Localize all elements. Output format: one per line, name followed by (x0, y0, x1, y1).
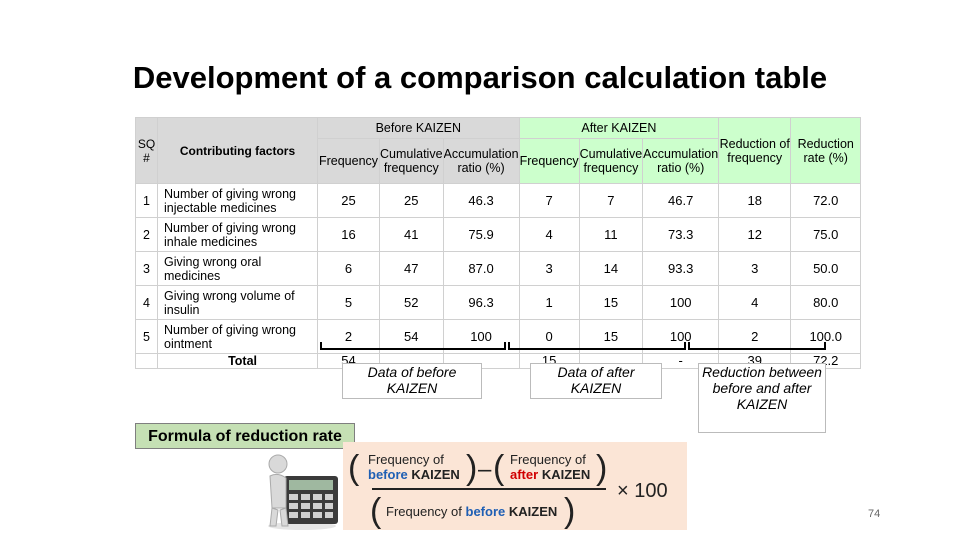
table-row: 5 Number of giving wrong ointment 2 54 1… (135, 319, 862, 354)
header-reduction-frequency: Reduction of frequency (718, 117, 792, 184)
minus-sign: – (478, 456, 492, 483)
row-accumulation-after: 100 (642, 285, 720, 320)
before-bracket (320, 342, 506, 350)
header-after-kaizen: After KAIZEN (518, 117, 720, 139)
close-paren: ) (466, 449, 478, 487)
row-reduction-frequency: 18 (718, 183, 792, 218)
comparison-table: SQ # Contributing factors Before KAIZEN … (135, 117, 862, 369)
row-cumulative-before: 41 (379, 217, 444, 252)
row-accumulation-before: 87.0 (442, 251, 520, 286)
header-sq: SQ # (135, 117, 158, 184)
row-frequency-after: 3 (518, 251, 580, 286)
row-cumulative-before: 25 (379, 183, 444, 218)
total-label: Total (157, 353, 318, 369)
page-title: Development of a comparison calculation … (132, 60, 828, 95)
callout-reduction: Reduction between before and after KAIZE… (698, 363, 826, 433)
row-frequency-before: 16 (317, 217, 380, 252)
row-factor: Number of giving wrong inhale medicines (157, 217, 318, 252)
multiplier: × 100 (617, 480, 668, 502)
table-row: 1 Number of giving wrong injectable medi… (135, 183, 862, 218)
row-reduction-frequency: 12 (718, 217, 792, 252)
row-sq: 4 (135, 285, 158, 320)
row-cumulative-before: 47 (379, 251, 444, 286)
callout-before-kaizen: Data of before KAIZEN (342, 363, 482, 399)
row-cumulative-after: 14 (578, 251, 644, 286)
row-frequency-after: 7 (518, 183, 580, 218)
row-sq: 5 (135, 319, 158, 354)
numerator-after: Frequency of after KAIZEN (510, 452, 591, 482)
table-row: 4 Giving wrong volume of insulin 5 52 96… (135, 285, 862, 320)
header-cumulative-before: Cumulative frequency (379, 138, 444, 184)
row-factor: Number of giving wrong ointment (157, 319, 318, 354)
row-factor: Number of giving wrong injectable medici… (157, 183, 318, 218)
row-accumulation-before: 46.3 (442, 183, 520, 218)
calculator-figure-icon (268, 454, 338, 530)
header-reduction-rate: Reduction rate (%) (790, 117, 862, 184)
close-paren: ) (564, 492, 576, 530)
numerator-before: Frequency of before KAIZEN (368, 452, 460, 482)
row-accumulation-before: 96.3 (442, 285, 520, 320)
open-paren: ( (348, 449, 360, 487)
row-accumulation-after: 73.3 (642, 217, 720, 252)
header-accumulation-after: Accumulation ratio (%) (642, 138, 720, 184)
callout-after-kaizen: Data of after KAIZEN (530, 363, 662, 399)
header-accumulation-before: Accumulation ratio (%) (442, 138, 520, 184)
table-row: 3 Giving wrong oral medicines 6 47 87.0 … (135, 251, 862, 286)
row-cumulative-before: 52 (379, 285, 444, 320)
row-accumulation-after: 93.3 (642, 251, 720, 286)
formula-box (343, 442, 687, 530)
row-reduction-rate: 75.0 (790, 217, 862, 252)
close-paren: ) (596, 449, 608, 487)
fraction-line (372, 488, 606, 490)
row-frequency-before: 6 (317, 251, 380, 286)
header-cumulative-after: Cumulative frequency (578, 138, 644, 184)
header-frequency-after: Frequency (518, 138, 580, 184)
row-frequency-after: 4 (518, 217, 580, 252)
row-accumulation-after: 46.7 (642, 183, 720, 218)
row-frequency-after: 1 (518, 285, 580, 320)
open-paren: ( (370, 492, 382, 530)
row-reduction-rate: 80.0 (790, 285, 862, 320)
row-sq: 3 (135, 251, 158, 286)
row-reduction-rate: 72.0 (790, 183, 862, 218)
page-number: 74 (868, 508, 881, 520)
header-frequency-before: Frequency (317, 138, 380, 184)
row-sq: 2 (135, 217, 158, 252)
row-reduction-frequency: 3 (718, 251, 792, 286)
row-frequency-before: 5 (317, 285, 380, 320)
row-reduction-rate: 50.0 (790, 251, 862, 286)
after-bracket (508, 342, 686, 350)
row-accumulation-before: 75.9 (442, 217, 520, 252)
row-reduction-frequency: 4 (718, 285, 792, 320)
header-before-kaizen: Before KAIZEN (317, 117, 520, 139)
row-cumulative-after: 11 (578, 217, 644, 252)
row-cumulative-after: 15 (578, 285, 644, 320)
open-paren: ( (493, 449, 505, 487)
row-factor: Giving wrong volume of insulin (157, 285, 318, 320)
row-sq: 1 (135, 183, 158, 218)
row-factor: Giving wrong oral medicines (157, 251, 318, 286)
formula-label: Formula of reduction rate (135, 423, 355, 449)
header-contributing-factors: Contributing factors (157, 117, 318, 184)
reduction-bracket (688, 342, 826, 350)
row-cumulative-after: 7 (578, 183, 644, 218)
row-frequency-before: 25 (317, 183, 380, 218)
table-row: 2 Number of giving wrong inhale medicine… (135, 217, 862, 252)
denominator-before: Frequency of before KAIZEN (386, 504, 558, 519)
